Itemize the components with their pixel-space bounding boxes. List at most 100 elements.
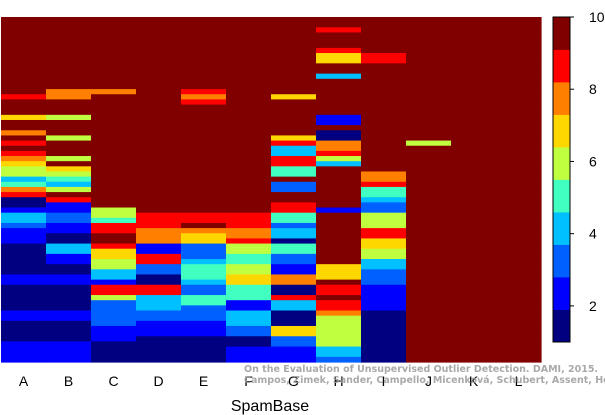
colorbar-tick-label-2: 2 (589, 298, 597, 314)
heatmap-cell-h-25 (316, 140, 362, 147)
heatmap-cell-j-44 (406, 238, 452, 245)
heatmap-cell-g-32 (271, 176, 317, 183)
heatmap-cell-c-42 (91, 228, 137, 234)
heatmap-cell-g-46 (271, 248, 317, 255)
heatmap-cell-i-37 (361, 202, 407, 209)
heatmap-cell-g-36 (271, 197, 317, 203)
heatmap-cell-i-43 (361, 233, 407, 240)
heatmap-cell-j-5 (406, 37, 452, 44)
heatmap-cell-c-57 (91, 305, 137, 312)
heatmap-cell-l-13 (496, 78, 542, 85)
heatmap-cell-g-7 (271, 47, 317, 54)
heatmap-cell-g-60 (271, 320, 317, 327)
heatmap-cell-d-45 (136, 243, 182, 250)
heatmap-cell-e-31 (181, 171, 227, 178)
heatmap-cell-b-22 (46, 125, 92, 131)
heatmap-cell-e-2 (181, 22, 227, 28)
heatmap-cell-b-14 (46, 83, 92, 90)
heatmap-cell-b-50 (46, 269, 92, 276)
heatmap-cell-c-13 (91, 78, 137, 85)
heatmap-cell-f-67 (226, 356, 272, 363)
heatmap-cell-d-55 (136, 295, 182, 301)
heatmap-cell-d-44 (136, 238, 182, 245)
heatmap-cell-e-29 (181, 161, 227, 167)
heatmap-cell-a-16 (1, 94, 47, 100)
heatmap-cell-b-12 (46, 73, 92, 80)
heatmap-cell-l-60 (496, 320, 542, 327)
heatmap-cell-l-18 (496, 104, 542, 111)
heatmap-cell-b-48 (46, 259, 92, 265)
heatmap-cell-d-29 (136, 161, 182, 167)
heatmap-cell-j-54 (406, 289, 452, 296)
heatmap-cell-d-21 (136, 119, 182, 126)
heatmap-cell-i-38 (361, 207, 407, 214)
heatmap-cell-l-46 (496, 248, 542, 255)
heatmap-cell-a-28 (1, 156, 47, 162)
heatmap-cell-e-27 (181, 150, 227, 157)
heatmap-cell-a-35 (1, 192, 47, 198)
heatmap-cell-b-56 (46, 300, 92, 306)
heatmap-cell-c-27 (91, 150, 137, 157)
heatmap-cell-c-34 (91, 186, 137, 193)
heatmap-cell-k-8 (451, 53, 497, 59)
heatmap-cell-c-1 (91, 17, 137, 23)
heatmap-cell-h-45 (316, 243, 362, 250)
heatmap-cell-i-40 (361, 217, 407, 224)
heatmap-cell-j-53 (406, 284, 452, 291)
heatmap-cell-g-61 (271, 325, 317, 332)
heatmap-cell-i-34 (361, 186, 407, 193)
heatmap-cell-g-53 (271, 284, 317, 291)
heatmap-cell-b-63 (46, 336, 92, 342)
heatmap-cell-f-49 (226, 264, 272, 270)
heatmap-cell-d-37 (136, 202, 182, 209)
heatmap-cell-g-62 (271, 331, 317, 337)
heatmap-cell-e-63 (181, 336, 227, 342)
heatmap-cell-e-23 (181, 130, 227, 137)
colorbar-ticks: 2 4 6 8 10 (570, 9, 605, 314)
heatmap-cell-e-40 (181, 217, 227, 224)
heatmap-cell-a-27 (1, 150, 47, 157)
heatmap-cell-i-55 (361, 295, 407, 301)
heatmap-cell-c-18 (91, 104, 137, 111)
heatmap-cell-a-40 (1, 217, 47, 224)
heatmap-cell-e-67 (181, 356, 227, 363)
heatmap-cell-j-43 (406, 233, 452, 240)
heatmap-cell-j-26 (406, 145, 452, 152)
heatmap-cell-g-23 (271, 130, 317, 137)
heatmap-cell-h-54 (316, 289, 362, 296)
heatmap-cell-k-36 (451, 197, 497, 203)
colorbar-frame (552, 16, 571, 343)
heatmap-cell-l-26 (496, 145, 542, 152)
heatmap-cell-e-9 (181, 58, 227, 64)
heatmap-cell-k-6 (451, 42, 497, 49)
heatmap-cell-e-47 (181, 253, 227, 260)
heatmap-cell-l-24 (496, 135, 542, 142)
heatmap-cell-l-12 (496, 73, 542, 80)
heatmap-cell-e-38 (181, 207, 227, 214)
heatmap-cell-c-40 (91, 217, 137, 224)
heatmap-cell-h-20 (316, 114, 362, 121)
heatmap-cell-k-62 (451, 331, 497, 337)
heatmap-cell-j-47 (406, 253, 452, 260)
x-tick-label-l: L (515, 373, 523, 389)
heatmap-cell-h-44 (316, 238, 362, 245)
heatmap-cell-e-44 (181, 238, 227, 245)
heatmap-cell-e-12 (181, 73, 227, 80)
heatmap-cell-a-59 (1, 315, 47, 322)
heatmap-cell-a-21 (1, 119, 47, 126)
heatmap-cell-k-42 (451, 228, 497, 234)
heatmap-cell-j-10 (406, 63, 452, 70)
heatmap-cell-l-66 (496, 351, 542, 358)
heatmap-cell-a-18 (1, 104, 47, 111)
heatmap-cell-h-36 (316, 197, 362, 203)
colorbar-segment-6 (553, 147, 570, 180)
heatmap-cell-g-6 (271, 42, 317, 49)
heatmap-cell-l-67 (496, 356, 542, 363)
heatmap-cell-k-11 (451, 68, 497, 75)
heatmap-cell-c-59 (91, 315, 137, 322)
heatmap-cell-h-19 (316, 109, 362, 116)
heatmap-cell-e-14 (181, 83, 227, 90)
heatmap-cell-f-17 (226, 99, 272, 106)
heatmap-cell-k-41 (451, 222, 497, 229)
heatmap-cell-b-47 (46, 253, 92, 260)
